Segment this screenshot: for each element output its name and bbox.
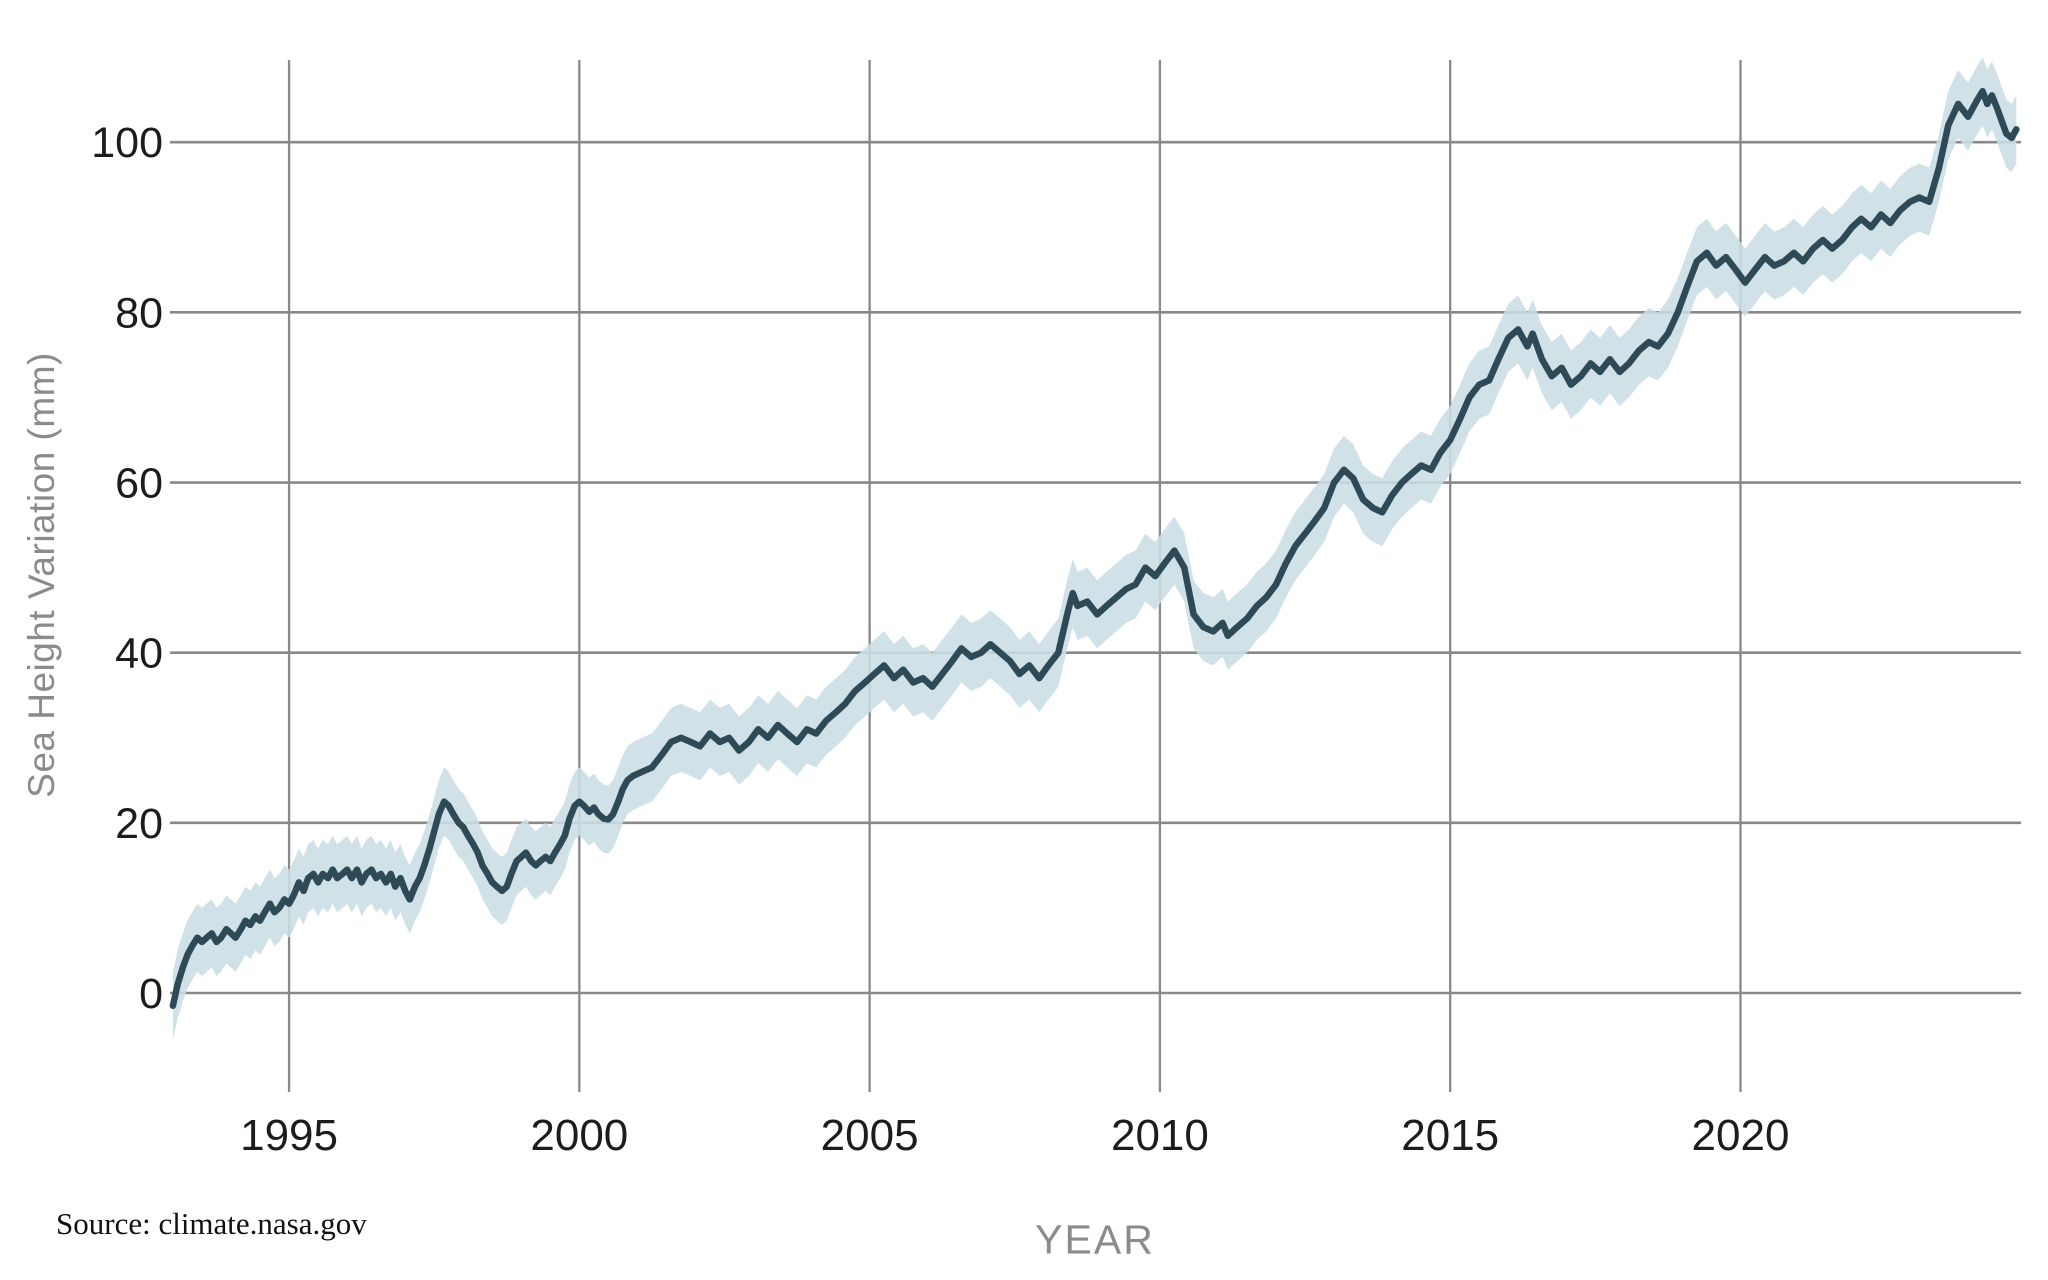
x-tick-label: 2015: [1401, 1111, 1499, 1160]
y-axis-title: Sea Height Variation (mm): [21, 352, 62, 798]
y-tick-label: 0: [139, 970, 163, 1018]
y-tick-label: 40: [115, 630, 163, 678]
y-tick-label: 80: [115, 289, 163, 337]
sea-level-line: [169, 87, 2020, 1010]
source-credit: Source: climate.nasa.gov: [56, 1206, 367, 1241]
uncertainty-band: [172, 57, 2017, 1040]
y-tick-label: 20: [115, 800, 163, 848]
y-tick-label: 60: [115, 460, 163, 508]
x-tick-label: 1995: [240, 1111, 338, 1160]
x-tick-label: 2020: [1692, 1111, 1790, 1160]
x-tick-label: 2000: [530, 1111, 628, 1160]
x-tick-label: 2010: [1111, 1111, 1209, 1160]
x-tick-label: 2005: [821, 1111, 919, 1160]
x-axis-title: YEAR: [1035, 1216, 1155, 1263]
y-tick-label: 100: [91, 119, 163, 167]
